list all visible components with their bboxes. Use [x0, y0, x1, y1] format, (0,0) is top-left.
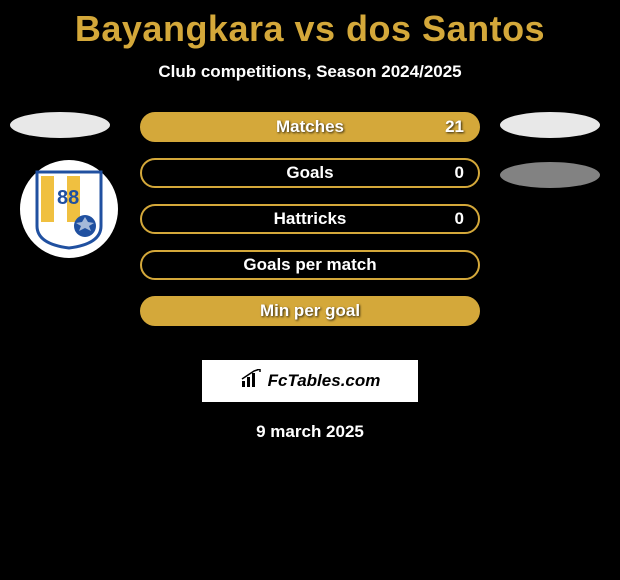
stat-value: 21 — [445, 117, 464, 137]
team-badge: 88 — [20, 160, 118, 258]
subtitle: Club competitions, Season 2024/2025 — [0, 62, 620, 82]
stat-row-min-per-goal: Min per goal — [140, 296, 480, 326]
player-right-placeholder-2 — [500, 162, 600, 188]
watermark-text: FcTables.com — [268, 371, 381, 391]
stat-label: Matches — [142, 117, 478, 137]
date: 9 march 2025 — [0, 422, 620, 442]
stat-label: Goals — [142, 163, 478, 183]
page-title: Bayangkara vs dos Santos — [0, 8, 620, 50]
stat-value: 0 — [455, 163, 464, 183]
shield-icon: 88 — [33, 168, 105, 250]
stat-row-matches: Matches 21 — [140, 112, 480, 142]
svg-text:88: 88 — [57, 187, 79, 209]
stat-row-goals-per-match: Goals per match — [140, 250, 480, 280]
player-right-placeholder-1 — [500, 112, 600, 138]
stat-label: Min per goal — [142, 301, 478, 321]
player-left-placeholder — [10, 112, 110, 138]
watermark[interactable]: FcTables.com — [202, 360, 418, 402]
stats-area: 88 Matches 21 Goals 0 Hattricks 0 Goals … — [0, 112, 620, 342]
chart-icon — [240, 369, 264, 394]
stat-row-goals: Goals 0 — [140, 158, 480, 188]
stat-label: Goals per match — [142, 255, 478, 275]
stat-label: Hattricks — [142, 209, 478, 229]
stat-row-hattricks: Hattricks 0 — [140, 204, 480, 234]
stat-value: 0 — [455, 209, 464, 229]
